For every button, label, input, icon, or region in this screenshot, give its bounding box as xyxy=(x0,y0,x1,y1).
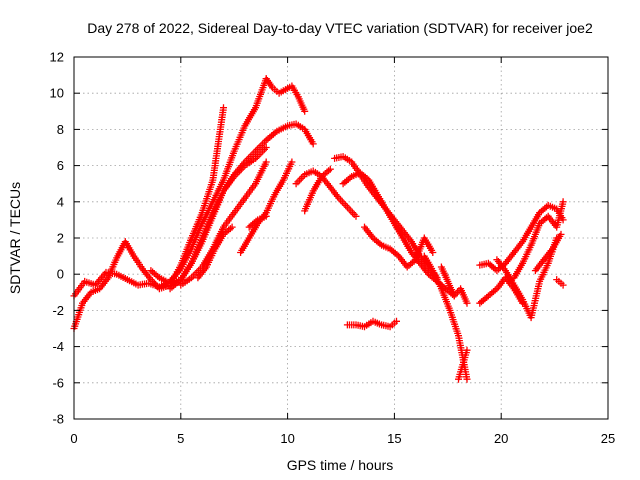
series-arc7 xyxy=(194,223,236,282)
marks-layer xyxy=(70,75,567,383)
series-arc22 xyxy=(510,198,567,282)
x-tick-label: 0 xyxy=(70,431,77,446)
x-tick-label: 15 xyxy=(387,431,401,446)
series-arc4 xyxy=(147,120,317,287)
plus-markers xyxy=(70,75,270,300)
plus-markers xyxy=(166,144,270,293)
series-arc14 xyxy=(343,317,400,331)
series-arc10 xyxy=(292,167,360,220)
x-tick-label: 5 xyxy=(177,431,184,446)
y-tick-label: 2 xyxy=(57,231,64,246)
plus-markers xyxy=(331,153,441,282)
series-arc5 xyxy=(166,144,270,293)
y-tick-label: 8 xyxy=(57,122,64,137)
x-axis-label: GPS time / hours xyxy=(287,457,394,473)
plus-markers xyxy=(553,276,567,289)
y-axis-label: SDTVAR / TECUs xyxy=(7,182,23,294)
series-arc17 xyxy=(437,263,471,307)
plus-markers xyxy=(343,317,400,331)
series-arc23 xyxy=(531,230,565,275)
plus-markers xyxy=(262,75,309,115)
plus-markers xyxy=(437,263,471,307)
y-tick-label: 12 xyxy=(50,50,64,65)
y-tick-label: -8 xyxy=(52,412,64,427)
plus-markers xyxy=(237,158,296,256)
plus-markers xyxy=(361,223,437,271)
series-arc15 xyxy=(361,223,437,271)
series-arc12 xyxy=(331,153,441,282)
plus-markers xyxy=(147,120,317,287)
y-tick-label: 10 xyxy=(50,86,64,101)
plus-markers xyxy=(194,223,236,282)
y-tick-label: 4 xyxy=(57,194,64,209)
y-tick-label: -4 xyxy=(52,339,64,354)
series-arc24 xyxy=(553,276,567,289)
ticks-layer: 0 5 10 15 20 25 -8 -6 -4 -2 0 2 4 6 8 10 12 xyxy=(50,50,616,447)
y-tick-label: 6 xyxy=(57,158,64,173)
series-arc9 xyxy=(245,212,270,231)
y-tick-label: -2 xyxy=(52,303,64,318)
plus-markers xyxy=(531,230,565,275)
plus-markers xyxy=(292,167,360,220)
x-tick-label: 20 xyxy=(494,431,508,446)
series-arc8 xyxy=(237,158,296,256)
series-arc11 xyxy=(301,165,334,215)
x-tick-label: 10 xyxy=(280,431,294,446)
chart-title: Day 278 of 2022, Sidereal Day-to-day VTE… xyxy=(87,20,593,36)
plus-markers xyxy=(245,212,270,231)
plus-markers xyxy=(301,165,334,215)
plus-markers xyxy=(455,346,471,383)
series-arc2 xyxy=(262,75,309,115)
series-arc18 xyxy=(455,346,471,383)
x-tick-label: 25 xyxy=(601,431,615,446)
plus-markers xyxy=(510,198,567,282)
y-tick-label: 0 xyxy=(57,267,64,282)
y-tick-label: -6 xyxy=(52,375,64,390)
series-arc1 xyxy=(70,75,270,300)
